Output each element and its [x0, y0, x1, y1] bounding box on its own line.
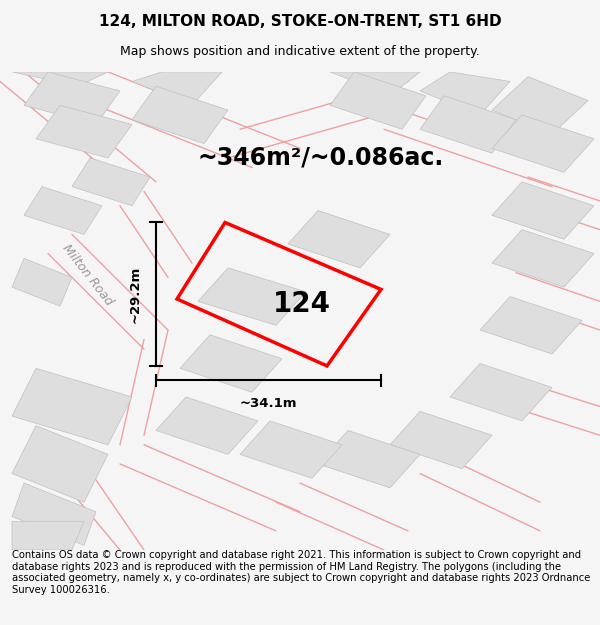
Text: ~346m²/~0.086ac.: ~346m²/~0.086ac. [198, 146, 444, 170]
Polygon shape [492, 77, 588, 134]
Polygon shape [24, 187, 102, 234]
Polygon shape [480, 297, 582, 354]
Text: ~29.2m: ~29.2m [128, 266, 142, 323]
Polygon shape [288, 211, 390, 268]
Text: Map shows position and indicative extent of the property.: Map shows position and indicative extent… [120, 44, 480, 58]
Polygon shape [198, 268, 306, 325]
Polygon shape [420, 72, 510, 115]
Polygon shape [330, 72, 420, 96]
Polygon shape [36, 106, 132, 158]
Polygon shape [318, 431, 420, 488]
Polygon shape [12, 483, 96, 545]
Polygon shape [72, 158, 150, 206]
Polygon shape [420, 96, 516, 153]
Text: 124: 124 [272, 290, 331, 318]
Polygon shape [12, 426, 108, 503]
Text: Milton Road: Milton Road [59, 242, 115, 308]
Polygon shape [12, 521, 84, 550]
Polygon shape [330, 72, 426, 129]
Polygon shape [492, 229, 594, 287]
Polygon shape [492, 115, 594, 172]
Polygon shape [12, 368, 132, 445]
Text: 124, MILTON ROAD, STOKE-ON-TRENT, ST1 6HD: 124, MILTON ROAD, STOKE-ON-TRENT, ST1 6H… [98, 14, 502, 29]
Polygon shape [492, 182, 594, 239]
Polygon shape [180, 335, 282, 392]
Polygon shape [12, 258, 72, 306]
Polygon shape [24, 72, 120, 124]
Text: Contains OS data © Crown copyright and database right 2021. This information is : Contains OS data © Crown copyright and d… [12, 550, 590, 595]
Polygon shape [12, 72, 108, 86]
Polygon shape [156, 397, 258, 454]
Polygon shape [132, 72, 222, 106]
Polygon shape [240, 421, 342, 478]
Polygon shape [132, 86, 228, 144]
Polygon shape [390, 411, 492, 469]
Text: ~34.1m: ~34.1m [240, 397, 297, 410]
Polygon shape [450, 364, 552, 421]
